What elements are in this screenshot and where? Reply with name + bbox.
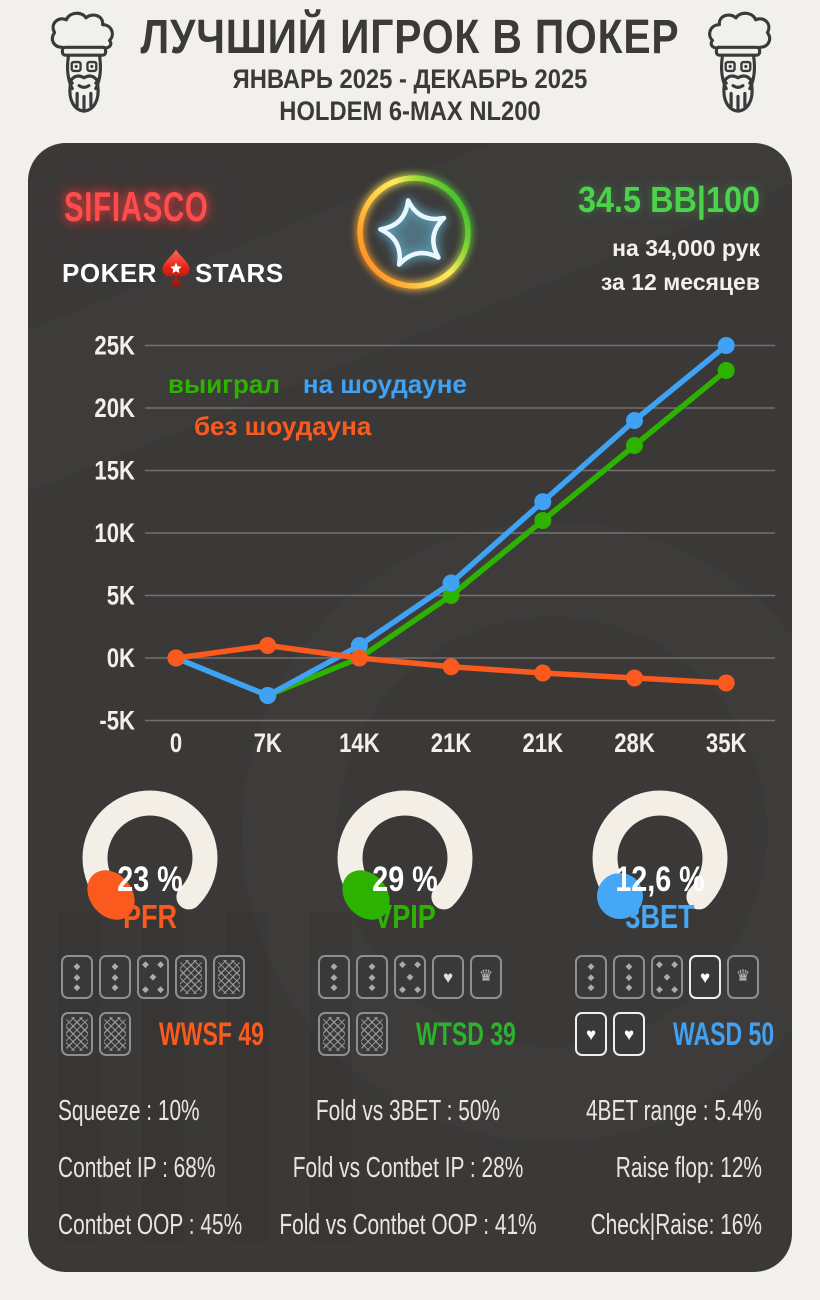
stats-card: SIFIASCO POKER STARS 34 xyxy=(28,143,792,1272)
card-row: ♥ ♥ WASD 50 xyxy=(575,1012,792,1056)
playing-card-three-pips: ◆ ◆ ◆ xyxy=(61,955,93,999)
header-game: HOLDEM 6-MAX NL200 xyxy=(279,96,541,126)
playing-card-crown: ♛ xyxy=(727,955,759,999)
svg-text:21K: 21K xyxy=(431,729,472,759)
playing-card-three-pips: ◆ ◆ ◆ xyxy=(575,955,607,999)
svg-text:10K: 10K xyxy=(94,519,135,549)
svg-text:7K: 7K xyxy=(254,729,282,759)
chef-king-icon-left xyxy=(50,11,114,113)
pokerstars-word-stars: STARS xyxy=(194,257,284,288)
gauge-3bet-value: 12,6 % xyxy=(615,860,705,899)
svg-text:15K: 15K xyxy=(94,457,135,487)
playing-card-heart: ♥ xyxy=(575,1012,607,1056)
gauge-arc-vpip xyxy=(337,790,473,920)
svg-text:25K: 25K xyxy=(94,332,135,362)
playing-card-three-pips: ◆ ◆ ◆ xyxy=(356,955,388,999)
header-period: ЯНВАРЬ 2025 - ДЕКАБРЬ 2025 xyxy=(232,64,588,94)
stat-fold-vs-3bet: Fold vs 3BET : 50% xyxy=(315,1095,501,1127)
period-length: за 12 месяцев xyxy=(600,269,760,295)
chart-legend-row-2: без шоудауна xyxy=(194,411,371,442)
stat-contbet-ip: Contbet IP : 68% xyxy=(58,1152,216,1184)
stat-squeeze: Squeeze : 10% xyxy=(58,1095,200,1127)
svg-text:35K: 35K xyxy=(706,729,747,759)
card-row: ◆ ◆ ◆ ◆ ◆ ◆ ◆ ◆ ◆ ◆ ◆ ♥ ♛ xyxy=(575,955,792,999)
winnings-line-chart: 25K 20K 15K 10K 5K 0K -5K 0 7K 14K 21K 21K 28K 35K xyxy=(94,332,775,759)
playing-card-back xyxy=(99,1012,131,1056)
playing-card-three-pips: ◆ ◆ ◆ xyxy=(613,955,645,999)
legend-won: выиграл xyxy=(168,369,280,399)
stat-col-wasd: ◆ ◆ ◆ ◆ ◆ ◆ ◆ ◆ ◆ ◆ ◆ ♥ ♛ ♥ ♥ WASD 50 xyxy=(575,955,792,1056)
playing-card-back xyxy=(175,955,207,999)
svg-text:28K: 28K xyxy=(614,729,655,759)
neon-star-badge xyxy=(356,174,472,290)
svg-text:21K: 21K xyxy=(523,729,564,759)
star-icon xyxy=(378,198,447,267)
stat-col-wwsf: ◆ ◆ ◆ ◆ ◆ ◆ ◆ ◆ ◆ ◆ ◆ WWSF 49 xyxy=(61,955,301,1056)
gauge-pfr-label: PFR xyxy=(122,898,178,935)
stat-fold-vs-contbet-oop: Fold vs Contbet OOP : 41% xyxy=(279,1209,537,1241)
gauge-vpip: 29 % VPIP xyxy=(295,780,515,945)
stat-fold-vs-contbet-ip: Fold vs Contbet IP : 28% xyxy=(292,1152,524,1184)
svg-text:14K: 14K xyxy=(339,729,380,759)
legend-non-showdown: без шоудауна xyxy=(194,411,372,441)
svg-text:20K: 20K xyxy=(94,394,135,424)
gauge-3bet-label: 3BET xyxy=(625,898,695,935)
playing-card-three-pips: ◆ ◆ ◆ xyxy=(318,955,350,999)
chef-king-icon-right xyxy=(708,11,772,113)
stat-contbet-oop: Contbet OOP : 45% xyxy=(58,1209,243,1241)
gauge-arc-3bet xyxy=(592,790,728,919)
gauge-pfr-value: 23 % xyxy=(117,860,183,899)
playing-card-five-pips: ◆ ◆ ◆ ◆ ◆ xyxy=(651,955,683,999)
player-nickname: SIFIASCO xyxy=(64,183,209,230)
hands-count: на 34,000 рук xyxy=(612,235,760,261)
svg-text:-5K: -5K xyxy=(99,707,135,737)
playing-card-five-pips: ◆ ◆ ◆ ◆ ◆ xyxy=(394,955,426,999)
svg-text:0: 0 xyxy=(170,729,182,759)
card-row: WTSD 39 xyxy=(318,1012,558,1056)
stat-wtsd: WTSD 39 xyxy=(416,1015,516,1052)
winrate-value: 34.5 BB|100 xyxy=(578,179,760,220)
playing-card-heart: ♥ xyxy=(613,1012,645,1056)
stat-wasd: WASD 50 xyxy=(673,1015,775,1052)
stat-4bet-range: 4BET range : 5.4% xyxy=(585,1095,762,1127)
stat-check-raise: Check|Raise: 16% xyxy=(590,1209,762,1241)
playing-card-five-pips: ◆ ◆ ◆ ◆ ◆ xyxy=(137,955,169,999)
playing-card-back xyxy=(61,1012,93,1056)
stat-raise-flop: Raise flop: 12% xyxy=(615,1152,762,1184)
gauge-vpip-value: 29 % xyxy=(372,860,438,899)
pokerstars-spade-icon xyxy=(162,249,190,287)
svg-text:5K: 5K xyxy=(107,582,135,612)
pokerstars-logo: POKER STARS xyxy=(62,249,284,291)
card-row: ◆ ◆ ◆ ◆ ◆ ◆ ◆ ◆ ◆ ◆ ◆ xyxy=(61,955,301,999)
gauge-arc-pfr xyxy=(82,790,218,920)
legend-showdown: на шоудауне xyxy=(302,369,467,399)
card-row: WWSF 49 xyxy=(61,1012,301,1056)
stat-col-wtsd: ◆ ◆ ◆ ◆ ◆ ◆ ◆ ◆ ◆ ◆ ◆ ♥ ♛ WTSD 39 xyxy=(318,955,558,1056)
gauge-vpip-label: VPIP xyxy=(374,898,436,935)
playing-card-three-pips: ◆ ◆ ◆ xyxy=(99,955,131,999)
playing-card-heart: ♥ xyxy=(689,955,721,999)
chart-legend-row-1: выиграл на шоудауне xyxy=(168,369,467,400)
stat-wwsf: WWSF 49 xyxy=(159,1015,264,1052)
playing-card-back xyxy=(213,955,245,999)
playing-card-back xyxy=(318,1012,350,1056)
svg-text:0K: 0K xyxy=(107,644,135,674)
pokerstars-word-poker: POKER xyxy=(62,257,157,288)
card-row: ◆ ◆ ◆ ◆ ◆ ◆ ◆ ◆ ◆ ◆ ◆ ♥ ♛ xyxy=(318,955,558,999)
playing-card-heart: ♥ xyxy=(432,955,464,999)
playing-card-crown: ♛ xyxy=(470,955,502,999)
gauge-pfr: 23 % PFR xyxy=(40,780,260,945)
page-title: ЛУЧШИЙ ИГРОК В ПОКЕР xyxy=(140,11,680,64)
gauge-3bet: 12,6 % 3BET xyxy=(550,780,770,945)
playing-card-back xyxy=(356,1012,388,1056)
